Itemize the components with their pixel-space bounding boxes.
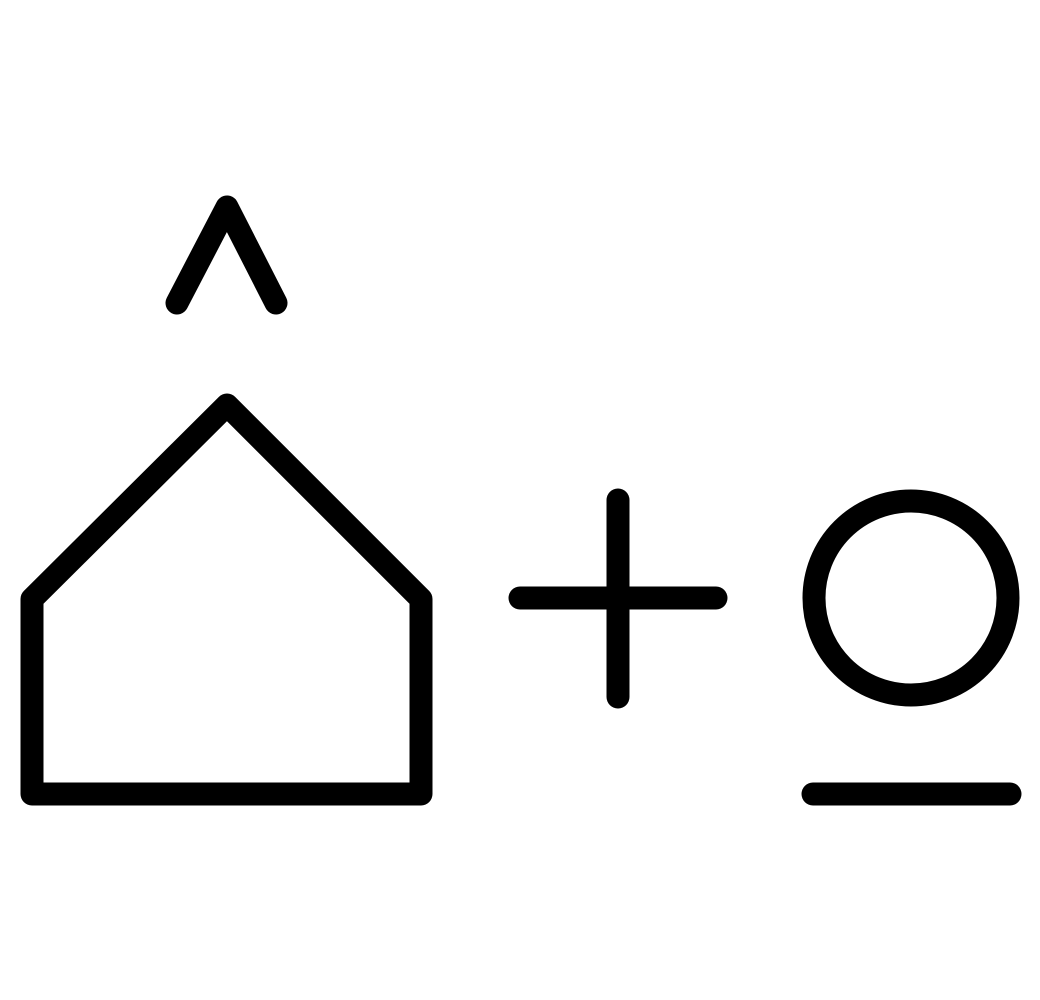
circle-icon: [802, 489, 1020, 707]
caret-icon: [165, 195, 288, 315]
house-icon: [20, 393, 433, 806]
plus-icon: [508, 488, 728, 709]
